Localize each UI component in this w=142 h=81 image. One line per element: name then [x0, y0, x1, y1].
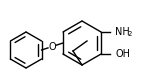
- Text: 2: 2: [127, 32, 131, 38]
- Text: O: O: [48, 41, 56, 52]
- Text: OH: OH: [115, 49, 130, 59]
- Text: NH: NH: [115, 27, 130, 37]
